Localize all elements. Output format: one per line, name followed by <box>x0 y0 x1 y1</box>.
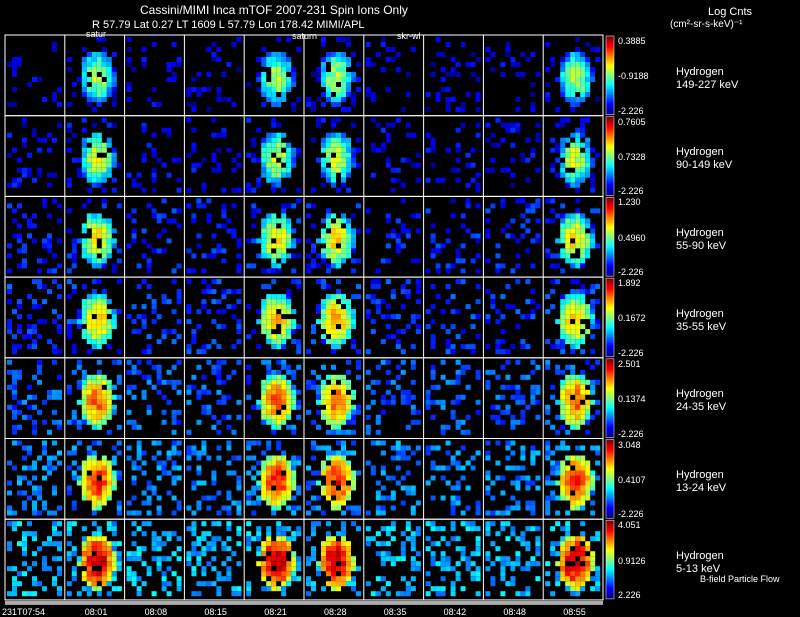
footer-note: B-field Particle Flow <box>700 574 780 584</box>
time-tick-0: 231T07:54 <box>2 606 46 617</box>
species-label-0: Hydrogen <box>676 65 724 78</box>
time-tick-9: 08:55 <box>563 606 586 617</box>
time-tick-6: 08:35 <box>383 606 407 617</box>
time-tick-2: 08:08 <box>144 606 168 617</box>
time-tick-7: 08:42 <box>443 606 467 617</box>
energy-label-5: 13-24 keV <box>676 482 727 495</box>
colorbar-min-2: -2.226 <box>618 267 644 278</box>
species-label-6: Hydrogen <box>676 549 724 562</box>
colorbar-mid-5: 0.4107 <box>618 474 646 485</box>
colorbar-max-2: 1.230 <box>618 197 641 208</box>
colorbar-mid-1: 0.7328 <box>618 152 646 162</box>
colorbar-max-6: 4.051 <box>618 520 641 531</box>
top-label-2: saturn <box>292 31 318 41</box>
energy-label-3: 35-55 keV <box>676 320 727 333</box>
colorbar-mid-4: 0.1374 <box>618 394 646 405</box>
species-label-4: Hydrogen <box>676 388 724 401</box>
top-label-1: satur <box>86 29 107 39</box>
time-tick-8: 08:48 <box>503 606 526 617</box>
colorbar-max-4: 2.501 <box>618 358 641 369</box>
header-line1: Cassini/MIMI Inca mTOF 2007-231 Spin Ion… <box>140 3 408 17</box>
header-line2: R 57.79 Lat 0.27 LT 1609 L 57.79 Lon 178… <box>92 19 365 31</box>
colorbar-min-1: -2.226 <box>618 186 644 197</box>
panel-6 <box>4 518 615 601</box>
panel-3 <box>4 276 615 359</box>
colorbar-max-0: 0.3885 <box>618 36 646 46</box>
species-label-5: Hydrogen <box>676 469 724 482</box>
energy-label-1: 90-149 keV <box>676 159 733 172</box>
time-tick-5: 08:28 <box>324 606 347 617</box>
energy-label-0: 149-227 keV <box>676 78 739 91</box>
colorbar-mid-2: 0.4960 <box>618 232 646 243</box>
colorbar-max-1: 0.7605 <box>618 116 646 127</box>
panel-0 <box>4 34 615 117</box>
panel-4 <box>4 357 615 439</box>
colorbar-min-4: -2.226 <box>618 428 644 439</box>
time-axis-bar <box>5 600 603 605</box>
colorbar-min-6: 2.226 <box>618 589 641 600</box>
species-label-1: Hydrogen <box>676 146 724 159</box>
units-title: Log Cnts <box>708 6 753 18</box>
energy-label-6: 5-13 keV <box>676 562 721 575</box>
time-tick-1: 08:01 <box>84 606 108 617</box>
energy-label-4: 24-35 keV <box>676 401 727 414</box>
panel-2 <box>4 195 615 278</box>
panel-1 <box>4 115 615 197</box>
colorbar-mid-3: 0.1672 <box>618 313 646 324</box>
top-label-3: skr-wl <box>397 31 421 41</box>
units-label: (cm²-sr-s-keV)⁻¹ <box>670 19 743 30</box>
energy-label-2: 55-90 keV <box>676 240 727 253</box>
time-tick-4: 08:21 <box>264 606 287 617</box>
time-tick-3: 08:15 <box>204 606 227 617</box>
panel-5 <box>4 438 615 520</box>
colorbar-max-5: 3.048 <box>618 439 641 450</box>
colorbar-min-0: -2.226 <box>618 105 644 116</box>
colorbar-mid-6: 0.9126 <box>618 555 646 566</box>
species-label-2: Hydrogen <box>676 227 724 240</box>
species-label-3: Hydrogen <box>676 307 724 320</box>
colorbar-min-5: -2.226 <box>618 509 644 520</box>
colorbar-max-3: 1.892 <box>618 278 641 289</box>
colorbar-mid-0: -0.9188 <box>618 71 649 82</box>
colorbar-min-3: -2.226 <box>618 347 644 358</box>
